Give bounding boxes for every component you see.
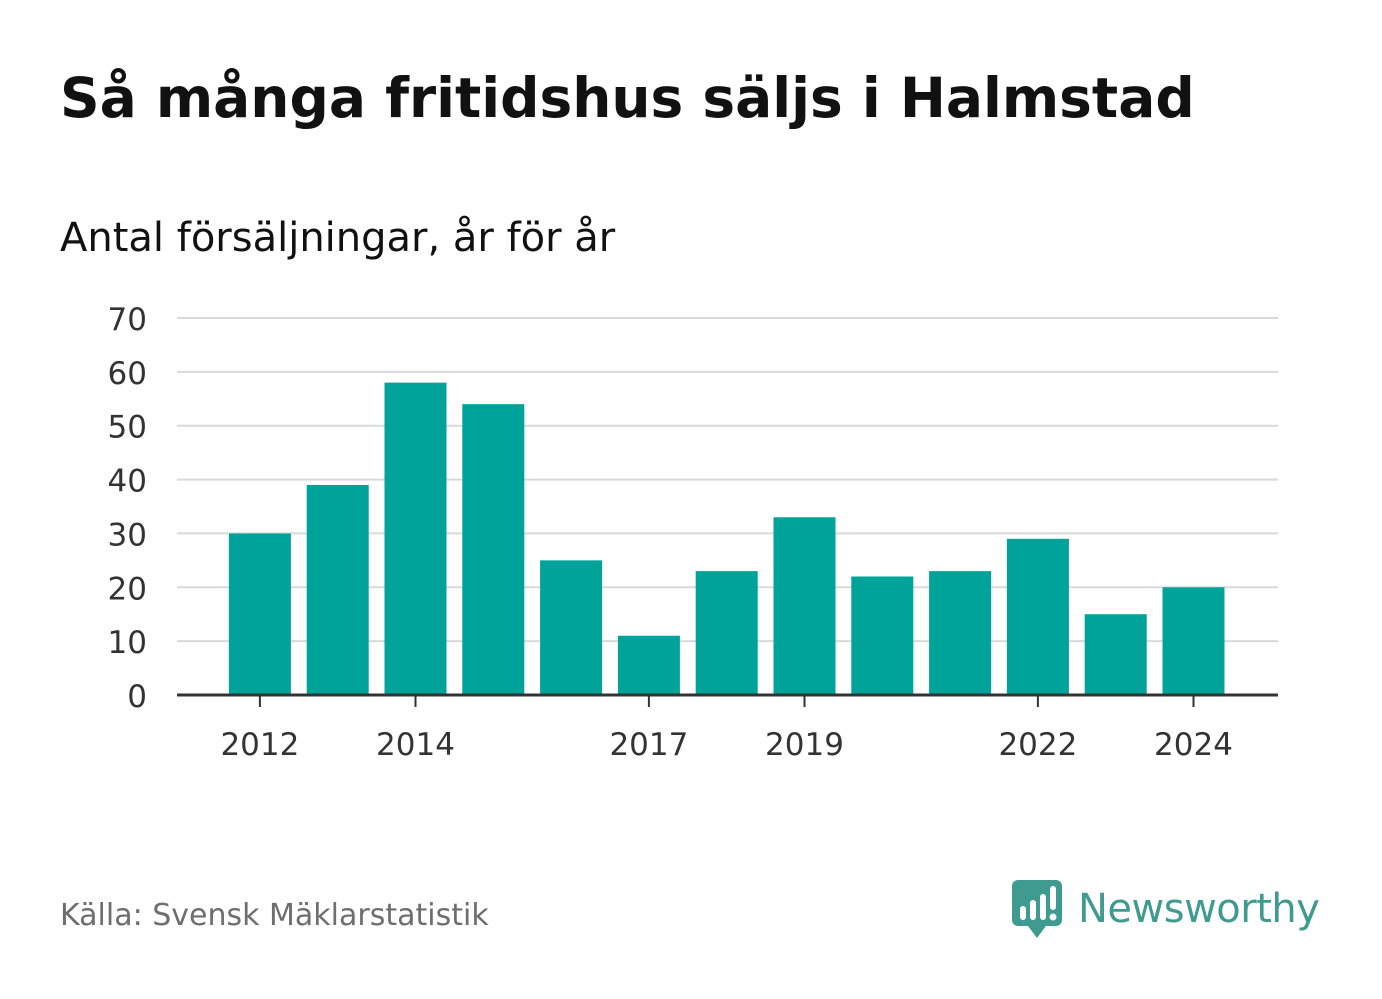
newsworthy-logo-icon: [1012, 880, 1062, 938]
brand-logo: Newsworthy: [1010, 878, 1320, 940]
y-tick-label: 10: [108, 625, 147, 661]
bar-2019: [773, 517, 836, 695]
y-tick-label: 20: [108, 571, 147, 607]
chart-title: Så många fritidshus säljs i Halmstad: [60, 66, 1195, 130]
x-tick-label: 2014: [376, 727, 455, 763]
bar-2024: [1162, 587, 1225, 695]
bar-2016: [540, 560, 603, 695]
y-tick-label: 40: [108, 464, 147, 500]
y-tick-label: 70: [108, 302, 147, 338]
y-tick-label: 50: [108, 410, 147, 446]
y-tick-label: 0: [127, 679, 147, 715]
y-tick-label: 30: [108, 517, 147, 553]
bar-2023: [1084, 614, 1147, 695]
x-tick-label: 2012: [220, 727, 299, 763]
bar-2017: [617, 635, 680, 695]
bar-2022: [1006, 538, 1069, 695]
x-tick-label: 2024: [1154, 727, 1233, 763]
bars: [228, 382, 1225, 695]
x-tick-label: 2017: [609, 727, 688, 763]
source-note: Källa: Svensk Mäklarstatistik: [60, 898, 489, 933]
bar-2015: [462, 404, 525, 695]
y-axis-ticks: 0 10 20 30 40 50 60 70: [108, 302, 147, 715]
x-axis-ticks: 2012 2014 2017 2019 2022 2024: [220, 695, 1233, 763]
y-tick-label: 60: [108, 356, 147, 392]
bar-2018: [695, 571, 758, 695]
bar-2012: [228, 533, 291, 695]
bar-2021: [929, 571, 992, 695]
bar-2013: [306, 484, 369, 695]
x-tick-label: 2019: [765, 727, 844, 763]
x-tick-label: 2022: [998, 727, 1077, 763]
brand-name: Newsworthy: [1078, 886, 1320, 932]
bar-2020: [851, 576, 914, 695]
bar-2014: [384, 382, 447, 695]
chart-subtitle: Antal försäljningar, år för år: [60, 215, 616, 261]
